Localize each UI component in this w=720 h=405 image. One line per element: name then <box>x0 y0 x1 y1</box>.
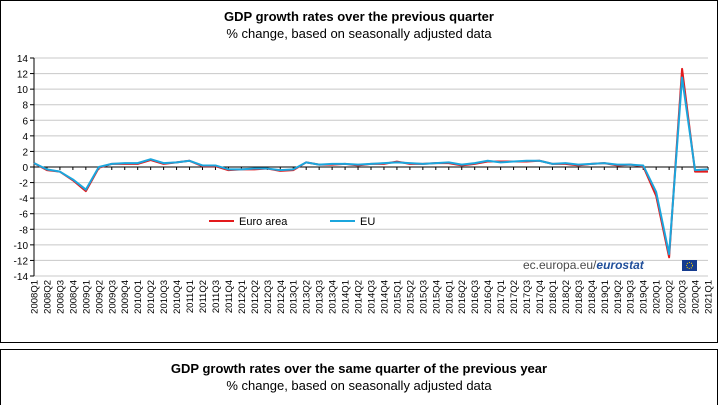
x-tick-label: 2008Q2 <box>42 280 53 314</box>
x-tick-label: 2012Q2 <box>250 280 261 314</box>
y-tick-label: 4 <box>22 132 28 143</box>
y-tick-label: 14 <box>17 54 29 65</box>
x-tick-label: 2016Q1 <box>444 280 455 314</box>
x-tick-label: 2014Q1 <box>341 280 352 314</box>
legend-label-eu: EU <box>360 216 375 228</box>
x-tick-label: 2010Q4 <box>172 280 183 314</box>
chart-subtitle-2: % change, based on seasonally adjusted d… <box>226 378 492 393</box>
x-tick-label: 2017Q2 <box>509 280 520 314</box>
source-url: ec.europa.eu/eurostat <box>523 258 645 272</box>
x-tick-label: 2018Q3 <box>574 280 585 314</box>
x-tick-label: 2020Q2 <box>665 280 676 314</box>
x-tick-label: 2020Q1 <box>652 280 663 314</box>
x-tick-label: 2012Q4 <box>276 280 287 314</box>
x-tick-label: 2018Q2 <box>561 280 572 314</box>
x-tick-label: 2008Q3 <box>55 280 66 314</box>
x-tick-label: 2012Q3 <box>263 280 274 314</box>
x-tick-label: 2017Q4 <box>535 280 546 314</box>
x-tick-label: 2010Q1 <box>133 280 144 314</box>
x-tick-label: 2016Q3 <box>470 280 481 314</box>
x-tick-label: 2018Q1 <box>548 280 559 314</box>
chart-title: GDP growth rates over the previous quart… <box>224 9 494 24</box>
series-line-eu <box>33 76 709 256</box>
x-tick-label: 2009Q2 <box>94 280 105 314</box>
x-tick-label: 2009Q3 <box>107 280 118 314</box>
x-tick-label: 2008Q1 <box>30 280 41 314</box>
x-tick-label: 2017Q3 <box>522 280 533 314</box>
x-tick-label: 2010Q2 <box>146 280 157 314</box>
x-tick-label: 2019Q3 <box>626 280 637 314</box>
y-tick-label: 8 <box>22 101 28 112</box>
x-tick-label: 2015Q3 <box>418 280 429 314</box>
chart-subtitle: % change, based on seasonally adjusted d… <box>226 26 492 41</box>
x-tick-label: 2014Q2 <box>354 280 365 314</box>
eu-flag-icon <box>682 260 697 271</box>
x-tick-label: 2009Q4 <box>120 280 131 314</box>
y-tick-label: 2 <box>22 147 28 158</box>
x-tick-label: 2010Q3 <box>159 280 170 314</box>
x-tick-label: 2019Q4 <box>639 280 650 314</box>
y-tick-label: -12 <box>14 256 29 267</box>
x-tick-label: 2009Q1 <box>81 280 92 314</box>
x-tick-label: 2016Q2 <box>457 280 468 314</box>
x-tick-label: 2012Q1 <box>237 280 248 314</box>
y-tick-label: 10 <box>17 85 29 96</box>
x-tick-label: 2013Q1 <box>289 280 300 314</box>
legend-label-euro-area: Euro area <box>239 216 288 228</box>
x-tick-label: 2019Q1 <box>600 280 611 314</box>
y-tick-label: -4 <box>19 194 28 205</box>
x-tick-label: 2011Q3 <box>211 280 222 313</box>
x-tick-label: 2018Q4 <box>587 280 598 314</box>
chart-panel-annual: GDP growth rates over the same quarter o… <box>0 349 718 405</box>
x-tick-label: 2019Q2 <box>613 280 624 314</box>
x-tick-label: 2011Q4 <box>224 280 235 313</box>
y-tick-label: 12 <box>17 70 29 81</box>
x-tick-label: 2020Q4 <box>691 280 702 314</box>
x-tick-label: 2015Q1 <box>392 280 403 314</box>
x-tick-label: 2011Q1 <box>185 280 196 313</box>
x-tick-label: 2008Q4 <box>68 280 79 314</box>
x-tick-label: 2020Q3 <box>678 280 689 314</box>
x-tick-label: 2014Q4 <box>379 280 390 314</box>
y-tick-label: -8 <box>19 225 28 236</box>
x-tick-label: 2011Q2 <box>198 280 209 313</box>
x-tick-label: 2016Q4 <box>483 280 494 314</box>
chart-panel-quarterly: GDP growth rates over the previous quart… <box>0 0 718 343</box>
x-tick-label: 2015Q4 <box>431 280 442 314</box>
y-tick-label: -14 <box>14 272 29 283</box>
y-tick-label: 6 <box>22 116 28 127</box>
eurostat-logo: ec.europa.eu/eurostat <box>523 258 697 272</box>
x-tick-label: 2015Q2 <box>405 280 416 314</box>
x-tick-label: 2014Q3 <box>367 280 378 314</box>
y-tick-label: -10 <box>14 241 29 252</box>
chart-title-2: GDP growth rates over the same quarter o… <box>170 361 548 376</box>
x-tick-label: 2017Q1 <box>496 280 507 314</box>
x-tick-label: 2013Q3 <box>315 280 326 314</box>
y-tick-label: -6 <box>19 210 28 221</box>
x-tick-label: 2013Q2 <box>302 280 313 314</box>
x-tick-label: 2013Q4 <box>328 280 339 314</box>
legend: Euro area EU <box>209 216 375 228</box>
y-tick-label: -2 <box>19 179 28 190</box>
x-tick-label: 2021Q1 <box>704 280 715 314</box>
y-tick-label: 0 <box>22 163 28 174</box>
